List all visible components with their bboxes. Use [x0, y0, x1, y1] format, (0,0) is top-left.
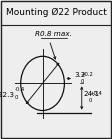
- Text: 0: 0: [81, 79, 84, 84]
- Text: Ø 22.3: Ø 22.3: [0, 91, 14, 98]
- Text: R0.8 max.: R0.8 max.: [35, 31, 72, 37]
- Text: 0: 0: [15, 95, 18, 100]
- Text: -0.4: -0.4: [15, 87, 25, 92]
- Text: Mounting Ø22 Product: Mounting Ø22 Product: [6, 8, 106, 17]
- Text: 0: 0: [89, 98, 92, 103]
- Text: 24.1: 24.1: [84, 91, 100, 97]
- Text: 3.2: 3.2: [74, 72, 86, 78]
- Text: +0.4: +0.4: [89, 91, 102, 96]
- Text: +0.2: +0.2: [81, 72, 94, 77]
